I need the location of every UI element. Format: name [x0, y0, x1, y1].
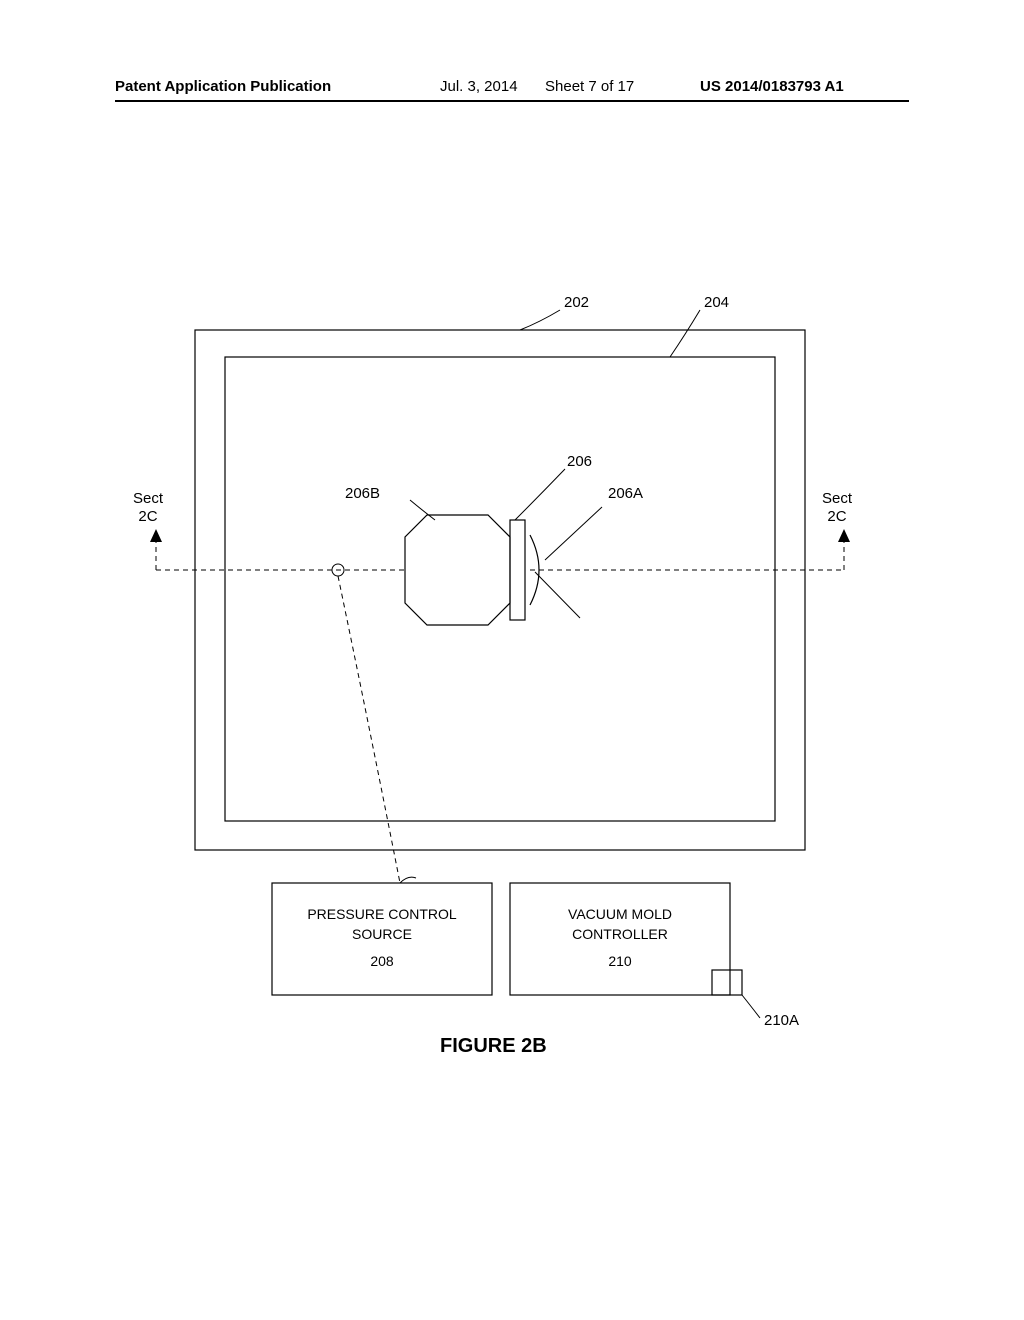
ref-210A: 210A — [764, 1012, 799, 1029]
ref-206A: 206A — [608, 485, 643, 502]
ref-206: 206 — [567, 453, 592, 470]
ref-210: 210 — [510, 952, 730, 972]
ref-202: 202 — [564, 294, 589, 311]
page: Patent Application Publication Jul. 3, 2… — [0, 0, 1024, 1320]
box-vacuum-label: VACUUM MOLD CONTROLLER — [510, 905, 730, 944]
diagram-svg — [0, 0, 1024, 1320]
sect-right: Sect 2C — [822, 490, 852, 526]
sect-left: Sect 2C — [133, 490, 163, 526]
box-pressure-label: PRESSURE CONTROL SOURCE — [272, 905, 492, 944]
ref-206B: 206B — [345, 485, 380, 502]
ref-208: 208 — [272, 952, 492, 972]
ref-204: 204 — [704, 294, 729, 311]
figure-title: FIGURE 2B — [440, 1035, 547, 1058]
diagram: 202 204 206 206A 206B Sect 2C Sect 2C PR… — [0, 0, 1024, 1320]
